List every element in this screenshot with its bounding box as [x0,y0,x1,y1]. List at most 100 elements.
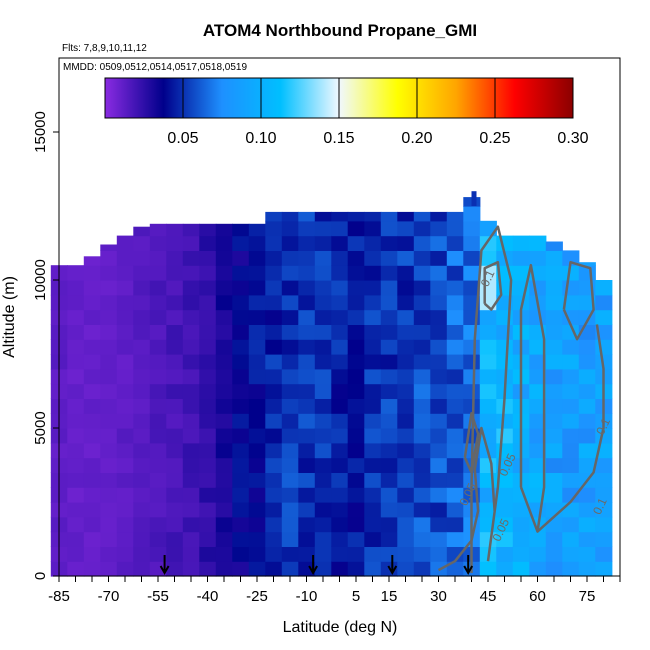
heatmap-cell [578,368,596,385]
heatmap-cell [67,457,85,473]
heatmap-cell [83,561,101,577]
x-tick-label: 60 [529,588,546,605]
heatmap-cell [314,309,332,325]
heatmap-cell [182,398,200,414]
heatmap-cell [479,309,497,325]
heatmap-cell [215,265,233,281]
heatmap-cell [265,324,283,340]
heatmap-cell [430,339,448,355]
heatmap-cell [578,413,596,429]
heatmap-cell [182,516,200,533]
heatmap-cell [380,280,398,296]
heatmap-cell [380,442,398,459]
heatmap-cell [133,442,151,459]
heatmap-cell [331,211,349,222]
heatmap-cell [430,457,448,473]
heatmap-cell [380,294,398,311]
heatmap-cell [215,546,233,562]
heatmap-cell [133,516,151,533]
heatmap-cell [380,211,398,222]
heatmap-cell [248,413,266,429]
heatmap-cell [496,309,514,325]
heatmap-cell [298,265,316,281]
heatmap-cell [314,398,332,414]
heatmap-cell [430,502,448,518]
heatmap-cell [281,280,299,296]
heatmap-cell [265,368,283,385]
heatmap-cell [397,324,415,340]
heatmap-cell [281,235,299,251]
heatmap-cell [446,294,464,311]
heatmap-cell [496,324,514,340]
heatmap-cell [232,442,250,459]
heatmap-cell [100,457,118,473]
heatmap-cell [100,309,118,325]
heatmap-cell [578,398,596,414]
heatmap-cell [166,383,184,399]
heatmap-cell [281,442,299,459]
heatmap-cell [67,472,85,488]
heatmap-cell [331,354,349,370]
heatmap-cell [545,546,563,562]
heatmap-cell [364,368,382,385]
heatmap-cell [133,309,151,325]
heatmap-cell [347,265,365,281]
heatmap-cell [446,531,464,547]
heatmap-cell [562,413,580,429]
heatmap-cell [281,265,299,281]
heatmap-cell [463,220,481,237]
heatmap-cell [232,561,250,577]
heatmap-cell [314,339,332,355]
x-tick-label: -25 [246,588,268,605]
heatmap-cell [529,250,547,266]
colorbar-tick-label: 0.25 [479,130,510,147]
heatmap-cell [430,309,448,325]
heatmap-cell [248,309,266,325]
heatmap-cell [496,235,514,251]
heatmap-cell [562,383,580,399]
heatmap-cell [100,398,118,414]
heatmap-cell [116,472,134,488]
heatmap-cell [232,223,250,237]
heatmap-cell [364,265,382,281]
heatmap-cell [232,354,250,370]
heatmap-cell [314,368,332,385]
heatmap-cell [314,502,332,518]
heatmap-cell [215,339,233,355]
heatmap-cell [364,354,382,370]
heatmap-cell [281,516,299,533]
heatmap-cell [67,487,85,503]
heatmap-cell [100,294,118,311]
heatmap-cell [529,383,547,399]
heatmap-cell [265,220,283,237]
heatmap-cell [347,368,365,385]
heatmap-cell [166,442,184,459]
heatmap-cell [512,502,530,518]
heatmap-cell [265,516,283,533]
colorbar-tick-label: 0.05 [167,130,198,147]
heatmap-cell [182,354,200,370]
heatmap-cell [215,354,233,370]
heatmap-cell [83,502,101,518]
heatmap-cell [265,280,283,296]
heatmap-cell [331,294,349,311]
heatmap-cell [430,383,448,399]
heatmap-cell [83,265,101,281]
heatmap-cell [364,502,382,518]
x-axis-label: Latitude (deg N) [283,619,398,636]
heatmap-cell [133,354,151,370]
heatmap-cell [397,398,415,414]
heatmap-cell [413,220,431,237]
heatmap-cell [281,294,299,311]
heatmap-cell [166,457,184,473]
contour-line [483,260,503,311]
heatmap-cell [413,250,431,266]
heatmap-cell [430,516,448,533]
heatmap-cell [100,265,118,281]
heatmap-cell [232,516,250,533]
heatmap-cell [347,516,365,533]
heatmap-cell [199,309,217,325]
heatmap-cell [116,442,134,459]
heatmap-cell [116,354,134,370]
heatmap-cell [331,487,349,503]
